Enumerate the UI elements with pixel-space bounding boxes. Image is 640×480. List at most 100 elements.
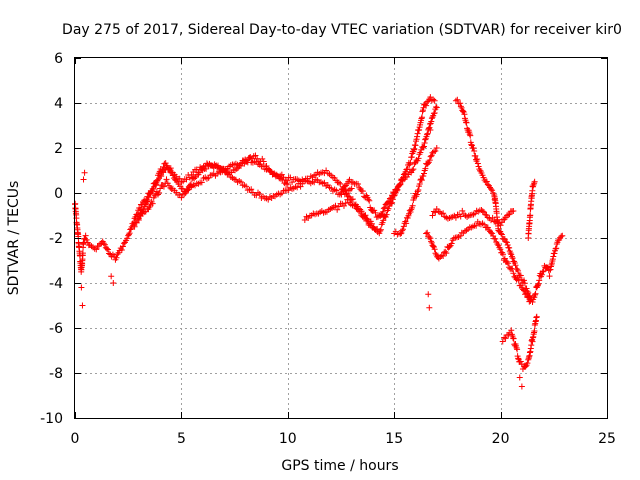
data-point (335, 179, 342, 186)
data-point (501, 236, 508, 243)
data-point (507, 250, 514, 257)
data-point (440, 252, 447, 259)
data-point (470, 144, 477, 151)
data-point (500, 251, 507, 258)
data-point (294, 184, 301, 191)
chart-title: Day 275 of 2017, Sidereal Day-to-day VTE… (62, 22, 622, 38)
data-point (410, 146, 417, 153)
data-point (397, 230, 404, 237)
data-point (470, 211, 477, 218)
data-point (169, 172, 176, 179)
data-point (78, 284, 85, 291)
data-point (531, 291, 538, 298)
data-point (372, 209, 379, 216)
data-point (531, 327, 538, 334)
data-point (138, 209, 145, 216)
series-track-h (423, 218, 534, 305)
data-point (385, 198, 392, 205)
data-point (366, 197, 373, 204)
y-tick-label: -10 (40, 411, 63, 427)
data-point (480, 174, 487, 181)
data-point (505, 211, 512, 218)
data-point (474, 160, 481, 167)
data-point (455, 233, 462, 240)
data-point (424, 130, 431, 137)
data-point (517, 272, 524, 279)
data-point (467, 132, 474, 139)
data-point (521, 277, 528, 284)
data-point (479, 208, 486, 215)
data-point (503, 239, 510, 246)
data-point (408, 154, 415, 161)
data-point (127, 226, 134, 233)
data-point (198, 179, 205, 186)
data-point (442, 248, 449, 255)
data-point (396, 182, 403, 189)
data-point (514, 346, 521, 353)
y-tick-label: 4 (54, 96, 63, 112)
data-point (460, 108, 467, 115)
series-track-g (452, 96, 566, 305)
data-point (539, 268, 546, 275)
data-point (506, 211, 513, 218)
data-point (433, 104, 440, 111)
data-point (88, 243, 95, 250)
data-point (91, 245, 98, 252)
data-point (424, 131, 431, 138)
data-point (533, 313, 540, 320)
data-point (429, 212, 436, 219)
data-point (508, 327, 515, 334)
data-point (377, 227, 384, 234)
data-point (431, 110, 438, 117)
data-point (337, 180, 344, 187)
data-point (424, 160, 431, 167)
data-point (428, 115, 435, 122)
data-point (492, 235, 499, 242)
data-point (131, 223, 138, 230)
data-point (498, 230, 505, 237)
data-point (448, 240, 455, 247)
x-tick-label: 15 (385, 431, 403, 447)
data-point (348, 185, 355, 192)
data-point (103, 245, 110, 252)
data-point (260, 158, 267, 165)
data-point (418, 176, 425, 183)
y-tick-label: -4 (49, 276, 63, 292)
data-point (454, 96, 461, 103)
data-point (142, 201, 149, 208)
data-point (380, 205, 387, 212)
data-point (461, 111, 468, 118)
series-track-j (499, 313, 540, 372)
data-point (527, 212, 534, 219)
data-point (137, 212, 144, 219)
x-axis-label: GPS time / hours (281, 458, 398, 474)
data-point (108, 273, 115, 280)
data-point (484, 224, 491, 231)
data-point (359, 188, 366, 195)
data-point (427, 153, 434, 160)
data-point (446, 243, 453, 250)
data-point (512, 262, 519, 269)
data-point (114, 251, 121, 258)
y-tick-label: 6 (54, 51, 63, 67)
series-track-a (72, 154, 355, 275)
data-point (160, 164, 167, 171)
data-point (428, 152, 435, 159)
data-point (388, 195, 395, 202)
data-point (481, 221, 488, 228)
data-point (422, 136, 429, 143)
data-point (501, 255, 508, 262)
data-point (513, 344, 520, 351)
x-tick-labels: 0 5 10 15 20 25 (71, 431, 616, 447)
data-point (419, 114, 426, 121)
data-point (163, 162, 170, 169)
data-point (266, 167, 273, 174)
y-axis-label: SDTVAR / TECUs (6, 181, 22, 296)
data-point (430, 148, 437, 155)
data-point (167, 184, 174, 191)
data-point (409, 167, 416, 174)
data-point (488, 186, 495, 193)
data-point (505, 260, 512, 267)
data-point (475, 163, 482, 170)
